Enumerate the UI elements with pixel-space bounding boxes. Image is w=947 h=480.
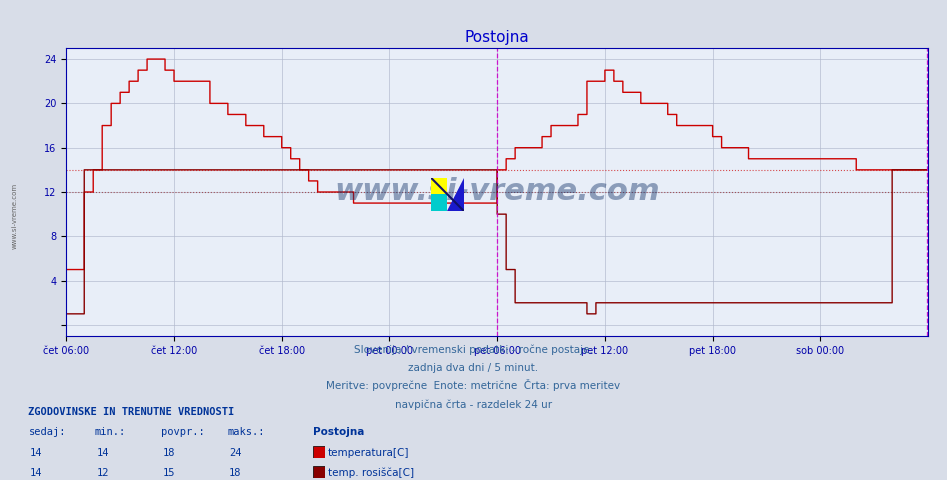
Title: Postojna: Postojna (465, 30, 529, 46)
Text: 12: 12 (97, 468, 109, 478)
Bar (431, 194, 448, 211)
Text: sedaj:: sedaj: (28, 427, 66, 437)
Text: 14: 14 (30, 447, 43, 457)
Text: 18: 18 (229, 468, 241, 478)
Bar (431, 178, 448, 194)
Text: ZGODOVINSKE IN TRENUTNE VREDNOSTI: ZGODOVINSKE IN TRENUTNE VREDNOSTI (28, 407, 235, 417)
Text: zadnja dva dni / 5 minut.: zadnja dva dni / 5 minut. (408, 363, 539, 373)
Text: temp. rosišča[C]: temp. rosišča[C] (328, 467, 414, 478)
Text: www.si-vreme.com: www.si-vreme.com (11, 183, 17, 249)
Text: 24: 24 (229, 447, 241, 457)
Text: Meritve: povprečne  Enote: metrične  Črta: prva meritev: Meritve: povprečne Enote: metrične Črta:… (327, 379, 620, 391)
Text: www.si-vreme.com: www.si-vreme.com (334, 178, 660, 206)
Text: temperatura[C]: temperatura[C] (328, 447, 409, 457)
Text: 14: 14 (97, 447, 109, 457)
Text: 14: 14 (30, 468, 43, 478)
Text: navpična črta - razdelek 24 ur: navpična črta - razdelek 24 ur (395, 399, 552, 409)
Text: 18: 18 (163, 447, 175, 457)
Text: min.:: min.: (95, 427, 126, 437)
Text: povpr.:: povpr.: (161, 427, 205, 437)
Polygon shape (448, 178, 464, 211)
Text: 15: 15 (163, 468, 175, 478)
Text: Slovenija / vremenski podatki - ročne postaje.: Slovenija / vremenski podatki - ročne po… (354, 344, 593, 355)
Text: maks.:: maks.: (227, 427, 265, 437)
Text: Postojna: Postojna (313, 427, 364, 437)
